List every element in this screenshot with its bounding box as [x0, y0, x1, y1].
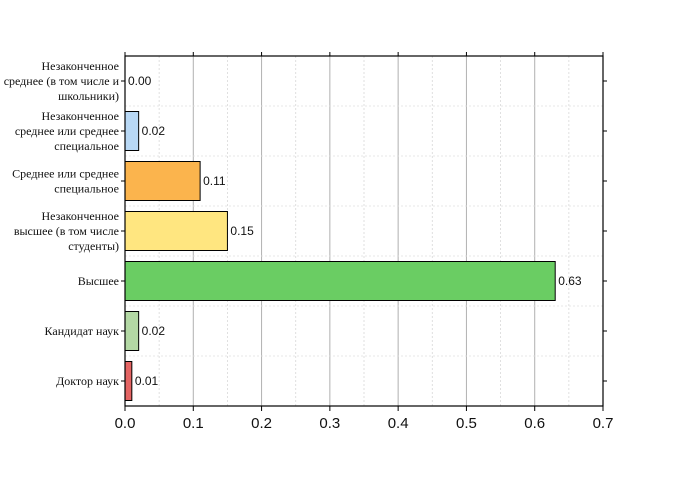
category-label-line: Незаконченное: [41, 209, 119, 223]
x-tick-label: 0.1: [183, 415, 204, 432]
value-label: 0.02: [142, 324, 166, 338]
bar: [124, 261, 556, 301]
value-label: 0.11: [203, 174, 226, 188]
x-tick-label: 0.7: [593, 415, 614, 432]
x-tick-label: 0.3: [319, 415, 340, 432]
x-tick-labels: 0.0 0.1 0.2 0.3 0.4 0.5 0.6 0.7: [115, 415, 614, 432]
category-label-line: среднее или среднее: [15, 124, 119, 138]
category-label-line: специальное: [54, 182, 119, 196]
x-tick-label: 0.4: [388, 415, 409, 432]
x-tick-label: 0.5: [456, 415, 477, 432]
category-label-line: Высшее: [78, 274, 119, 288]
category-labels: Незаконченное среднее (в том числе и школь…: [4, 59, 120, 388]
category-label: Незаконченное среднее (в том числе и школь…: [4, 59, 120, 103]
bar: [124, 211, 228, 251]
x-tick-label: 0.2: [251, 415, 272, 432]
category-label: Среднее или среднее специальное: [12, 167, 119, 196]
bar: [124, 161, 201, 201]
bar: [124, 361, 133, 401]
category-label: Незаконченное среднее или среднее специаль…: [15, 109, 119, 153]
value-label: 0.63: [558, 274, 582, 288]
value-label: 0.15: [230, 224, 254, 238]
bar: [124, 311, 140, 351]
category-label-line: Незаконченное: [41, 59, 119, 73]
category-label-line: школьники): [58, 89, 119, 103]
category-label: Кандидат наук: [45, 324, 120, 338]
category-label-line: высшее (в том числе: [14, 224, 119, 238]
x-tick-label: 0.6: [524, 415, 545, 432]
grid-lines: [125, 56, 603, 406]
category-label: Высшее: [78, 274, 119, 288]
x-tick-label: 0.0: [115, 415, 136, 432]
category-label-line: Кандидат наук: [45, 324, 120, 338]
bar: [124, 111, 140, 151]
category-label-line: среднее (в том числе и: [4, 74, 120, 88]
category-label: Незаконченное высшее (в том числе студенты…: [14, 209, 119, 253]
category-label-line: Незаконченное: [41, 109, 119, 123]
category-label-line: Среднее или среднее: [12, 167, 119, 181]
category-label: Доктор наук: [56, 374, 119, 388]
category-label-line: специальное: [54, 139, 119, 153]
axis-ticks: [121, 52, 607, 411]
value-labels: 0.00 0.02 0.11 0.15 0.63 0.02 0.01: [128, 74, 582, 388]
category-label-line: студенты): [68, 239, 119, 253]
value-label: 0.00: [128, 74, 152, 88]
category-label-line: Доктор наук: [56, 374, 119, 388]
bars: [124, 111, 556, 401]
value-label: 0.01: [135, 374, 159, 388]
value-label: 0.02: [142, 124, 166, 138]
